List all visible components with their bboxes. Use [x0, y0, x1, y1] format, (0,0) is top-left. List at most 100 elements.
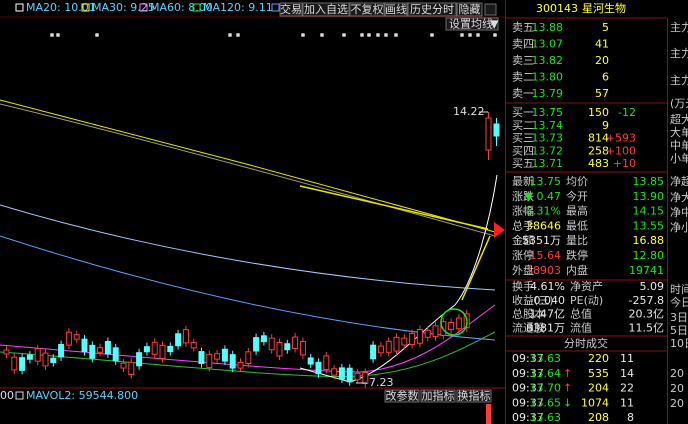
- book-price: 13.82: [532, 54, 564, 67]
- toolbar-label[interactable]: 隐藏: [459, 3, 481, 16]
- book-label: 卖五: [512, 21, 534, 34]
- indicator-button-label[interactable]: 改参数: [386, 389, 419, 403]
- toolbar-button[interactable]: [456, 2, 483, 17]
- toolbar-label[interactable]: 历史分时: [410, 3, 454, 16]
- candle-body: [237, 361, 244, 369]
- candle-body: [401, 337, 408, 346]
- stock-code: 300143: [536, 2, 578, 15]
- stock-name: 星河生物: [582, 1, 626, 15]
- stat-value: 5351万: [522, 234, 561, 247]
- side-label: 5日: [670, 324, 688, 337]
- trade-volume: 535: [588, 367, 609, 380]
- arrow: [461, 235, 491, 301]
- side-label: 10日: [670, 337, 688, 350]
- ma-line: [299, 174, 498, 383]
- toolbar-label[interactable]: 加入自选: [304, 3, 348, 16]
- side-label: 净中: [670, 205, 688, 219]
- ma-settings-button[interactable]: [445, 17, 499, 31]
- candle-body: [58, 343, 65, 358]
- book-price: 13.74: [532, 119, 564, 132]
- fundamental-label: 净资产: [570, 279, 603, 293]
- indicator-button-label[interactable]: 换指标: [458, 389, 491, 403]
- candle-body: [3, 349, 10, 355]
- fundamental-value: -0.040: [530, 294, 565, 307]
- stat-value: 18903: [526, 264, 561, 277]
- toolbar-label[interactable]: 交易: [280, 2, 302, 16]
- fundamental-value: -257.8: [629, 294, 664, 307]
- candle-body: [19, 357, 26, 371]
- fundamental-label: 收益(三): [512, 293, 554, 307]
- toolbar-label[interactable]: 画线: [385, 2, 407, 16]
- indicator-button[interactable]: [420, 389, 456, 403]
- book-price: 13.80: [532, 71, 564, 84]
- ma-line: [0, 235, 496, 341]
- candle-body: [42, 352, 49, 367]
- fundamental-value: 11.5亿: [629, 321, 665, 334]
- stat-label: 均价: [566, 175, 588, 188]
- fundamental-label: 流值: [570, 320, 592, 334]
- ma-settings-label[interactable]: 设置均线: [449, 17, 493, 31]
- side-label: 中单: [670, 139, 688, 152]
- candle-body: [167, 345, 174, 353]
- ma-settings-arrow[interactable]: ▼: [490, 18, 499, 31]
- ma-swatch: [81, 3, 90, 12]
- book-volume: 41: [595, 38, 609, 51]
- candle-body: [260, 335, 267, 343]
- candle-body: [159, 344, 166, 359]
- candle-body: [182, 329, 189, 344]
- candle-body: [253, 337, 260, 352]
- ma-legend-label: MA20: 10.01: [26, 1, 96, 14]
- signal-star: [320, 33, 324, 37]
- stat-value: 15.64: [530, 249, 562, 262]
- signal-star: [367, 33, 371, 37]
- candle-body: [346, 367, 353, 383]
- signal-star: [384, 33, 388, 37]
- candle-body: [26, 354, 33, 360]
- book-volume: 6: [602, 71, 609, 84]
- book-volume: 5: [602, 21, 609, 34]
- indicator-button[interactable]: [384, 389, 420, 403]
- fundamental-label: 流通股: [512, 320, 545, 334]
- stat-label: 总手: [512, 218, 534, 232]
- toolbar-label[interactable]: 不复权: [351, 2, 384, 16]
- toolbar-button[interactable]: [407, 2, 457, 17]
- side-label: 净大: [670, 190, 688, 204]
- book-volume: 483: [588, 157, 609, 170]
- signal-star: [360, 33, 364, 37]
- candle-body: [385, 340, 392, 353]
- book-volume: 57: [595, 87, 609, 100]
- book-volume: 9: [602, 119, 609, 132]
- candle-body: [292, 336, 299, 349]
- side-label: 3日: [670, 311, 688, 324]
- indicator-button-label[interactable]: 加指标: [422, 389, 455, 403]
- side-label: 大单: [670, 125, 688, 139]
- stat-value: 19741: [629, 264, 664, 277]
- trade-price: 13.70: [530, 382, 562, 395]
- stat-label: 今开: [566, 189, 588, 203]
- ma-swatch: [271, 3, 280, 12]
- side-label: 主力: [670, 21, 688, 34]
- toolbar-button[interactable]: [384, 2, 408, 17]
- candle-body: [493, 123, 500, 137]
- candle-body: [432, 325, 439, 338]
- trade-time: 09:37: [512, 367, 544, 380]
- ma-legend-label: MA120: 9.11: [203, 1, 273, 14]
- fundamental-label: PE(动): [570, 294, 603, 307]
- toolbar-icon[interactable]: [484, 3, 497, 16]
- candle-body: [206, 353, 213, 369]
- candle-body: [198, 351, 205, 364]
- toolbar-button[interactable]: [302, 2, 350, 17]
- trade-count: 22: [620, 382, 634, 395]
- candle-body: [354, 372, 361, 381]
- ma-legend-label: MA30: 9.25: [92, 1, 155, 14]
- side-label: 净超: [670, 174, 688, 188]
- signal-star: [301, 33, 305, 37]
- toolbar-button[interactable]: [349, 2, 385, 17]
- indicator-button[interactable]: [456, 389, 492, 403]
- toolbar-button[interactable]: [279, 2, 303, 17]
- signal-star: [342, 33, 346, 37]
- stat-value: 13.90: [633, 190, 665, 203]
